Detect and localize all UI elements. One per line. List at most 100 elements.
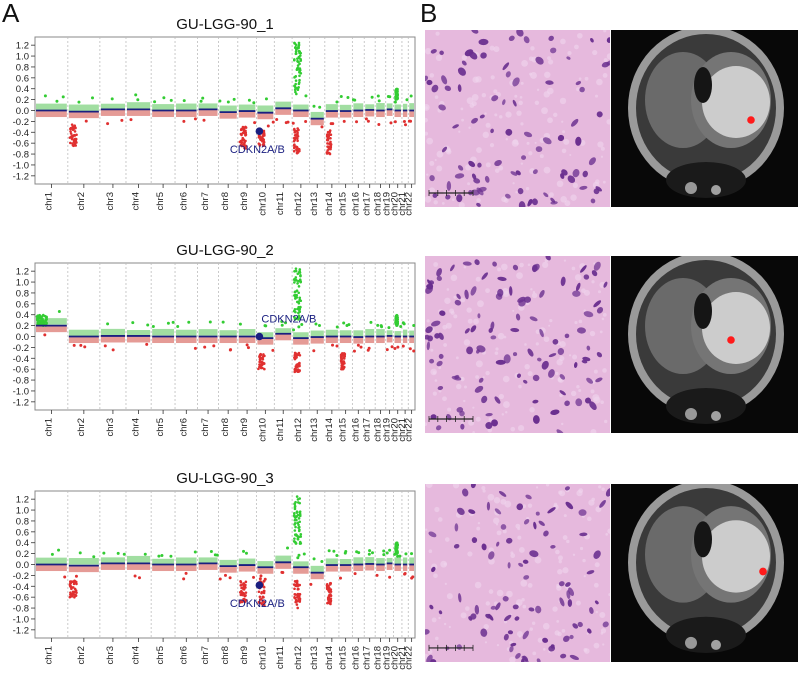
tissue-texture: [425, 528, 428, 531]
tissue-texture: [603, 58, 608, 63]
tissue-texture: [601, 317, 605, 321]
cell-nucleus: [567, 599, 573, 607]
loss-probe-band: [394, 564, 401, 572]
tissue-texture: [555, 371, 559, 376]
loss-point: [70, 137, 74, 141]
loss-point: [327, 597, 331, 601]
tissue-texture: [569, 153, 572, 156]
cell-nucleus: [426, 79, 433, 86]
loss-point: [297, 128, 300, 132]
cell-nucleus: [470, 484, 476, 489]
x-tick-label: chr11: [275, 646, 286, 669]
tissue-texture: [520, 579, 528, 587]
tissue-texture: [425, 106, 428, 110]
loss-probe-band: [325, 565, 338, 572]
loss-point: [257, 601, 261, 604]
gene-marker: [255, 581, 264, 589]
loss-point: [69, 591, 72, 594]
tissue-texture: [572, 354, 578, 360]
loss-probe-band: [376, 110, 385, 118]
gain-outlier-point: [405, 98, 409, 102]
x-tick-label: chr17: [362, 418, 373, 442]
gain-outlier-point: [312, 104, 316, 108]
gain-outlier-point: [61, 95, 65, 99]
x-tick-label: chr5: [155, 418, 166, 436]
loss-probe-band: [275, 562, 292, 569]
tissue-texture: [499, 115, 503, 119]
gain-probe-band: [365, 557, 375, 564]
loss-point: [74, 589, 78, 592]
loss-point: [244, 144, 248, 148]
loss-point: [239, 139, 243, 143]
orbit-structure: [711, 639, 721, 650]
gain-point: [298, 316, 302, 320]
tissue-texture: [593, 582, 599, 588]
y-tick-label: -0.6: [13, 139, 29, 150]
tissue-texture: [483, 623, 489, 630]
gain-point: [293, 518, 297, 522]
tissue-texture: [536, 88, 540, 92]
gain-outlier-point: [55, 99, 59, 103]
tissue-texture: [493, 517, 500, 524]
tissue-texture: [604, 419, 608, 424]
cell-nucleus: [503, 354, 511, 364]
tissue-texture: [489, 45, 495, 51]
gain-point: [297, 529, 301, 533]
cell-nucleus: [537, 357, 542, 362]
tissue-texture: [518, 100, 523, 106]
loss-point: [258, 360, 261, 364]
gain-probe-band: [198, 557, 218, 564]
cell-nucleus: [566, 56, 571, 60]
tissue-texture: [465, 606, 470, 611]
y-tick-label: 0.4: [16, 310, 29, 321]
tissue-texture: [471, 94, 479, 101]
cell-nucleus: [579, 532, 588, 537]
loss-point: [298, 595, 301, 599]
cell-nucleus: [516, 373, 522, 378]
cell-nucleus: [589, 401, 597, 411]
tissue-texture: [438, 389, 442, 393]
loss-outlier-point: [388, 575, 392, 579]
cell-nucleus: [566, 590, 571, 599]
cell-nucleus: [473, 178, 481, 184]
gain-point: [299, 71, 303, 75]
loss-point: [327, 594, 331, 598]
gain-outlier-point: [218, 99, 222, 103]
cell-nucleus: [536, 658, 541, 662]
tissue-texture: [572, 553, 576, 556]
cell-nucleus: [474, 604, 480, 615]
cnv-plot-sample-2: GU-LGG-90_2 1.2 1.0 0.8 0.6 0.4 0.2 0.0 -0.2 -0.4…: [0, 238, 420, 453]
tissue-texture: [521, 598, 525, 602]
tissue-texture: [425, 131, 428, 136]
cell-nucleus: [505, 71, 511, 78]
loss-probe-band: [409, 110, 414, 118]
cell-nucleus: [557, 348, 565, 355]
gain-point: [297, 285, 301, 288]
tissue-texture: [428, 187, 436, 194]
loss-point: [327, 145, 331, 148]
cell-nucleus: [436, 360, 443, 367]
tissue-texture: [559, 341, 566, 348]
loss-probe-band: [325, 336, 338, 344]
tissue-texture: [496, 644, 500, 647]
gain-probe-band: [402, 103, 408, 111]
cell-nucleus: [560, 653, 567, 659]
loss-outlier-point: [252, 575, 256, 579]
gain-point: [395, 552, 399, 555]
gain-point: [298, 510, 302, 513]
y-tick-label: 1.2: [16, 41, 29, 52]
tissue-texture: [590, 389, 595, 394]
loss-point: [239, 584, 243, 587]
gain-point: [294, 45, 297, 49]
cell-nucleus: [580, 265, 587, 273]
tissue-texture: [510, 553, 516, 559]
tissue-texture: [548, 192, 554, 198]
cell-nucleus: [532, 415, 540, 424]
loss-probe-band: [152, 564, 175, 572]
gain-outlier-point: [332, 549, 336, 553]
tissue-texture: [564, 200, 571, 207]
cell-nucleus: [516, 30, 524, 37]
gain-probe-band: [339, 330, 352, 337]
loss-point: [258, 144, 262, 147]
tissue-texture: [425, 196, 432, 203]
